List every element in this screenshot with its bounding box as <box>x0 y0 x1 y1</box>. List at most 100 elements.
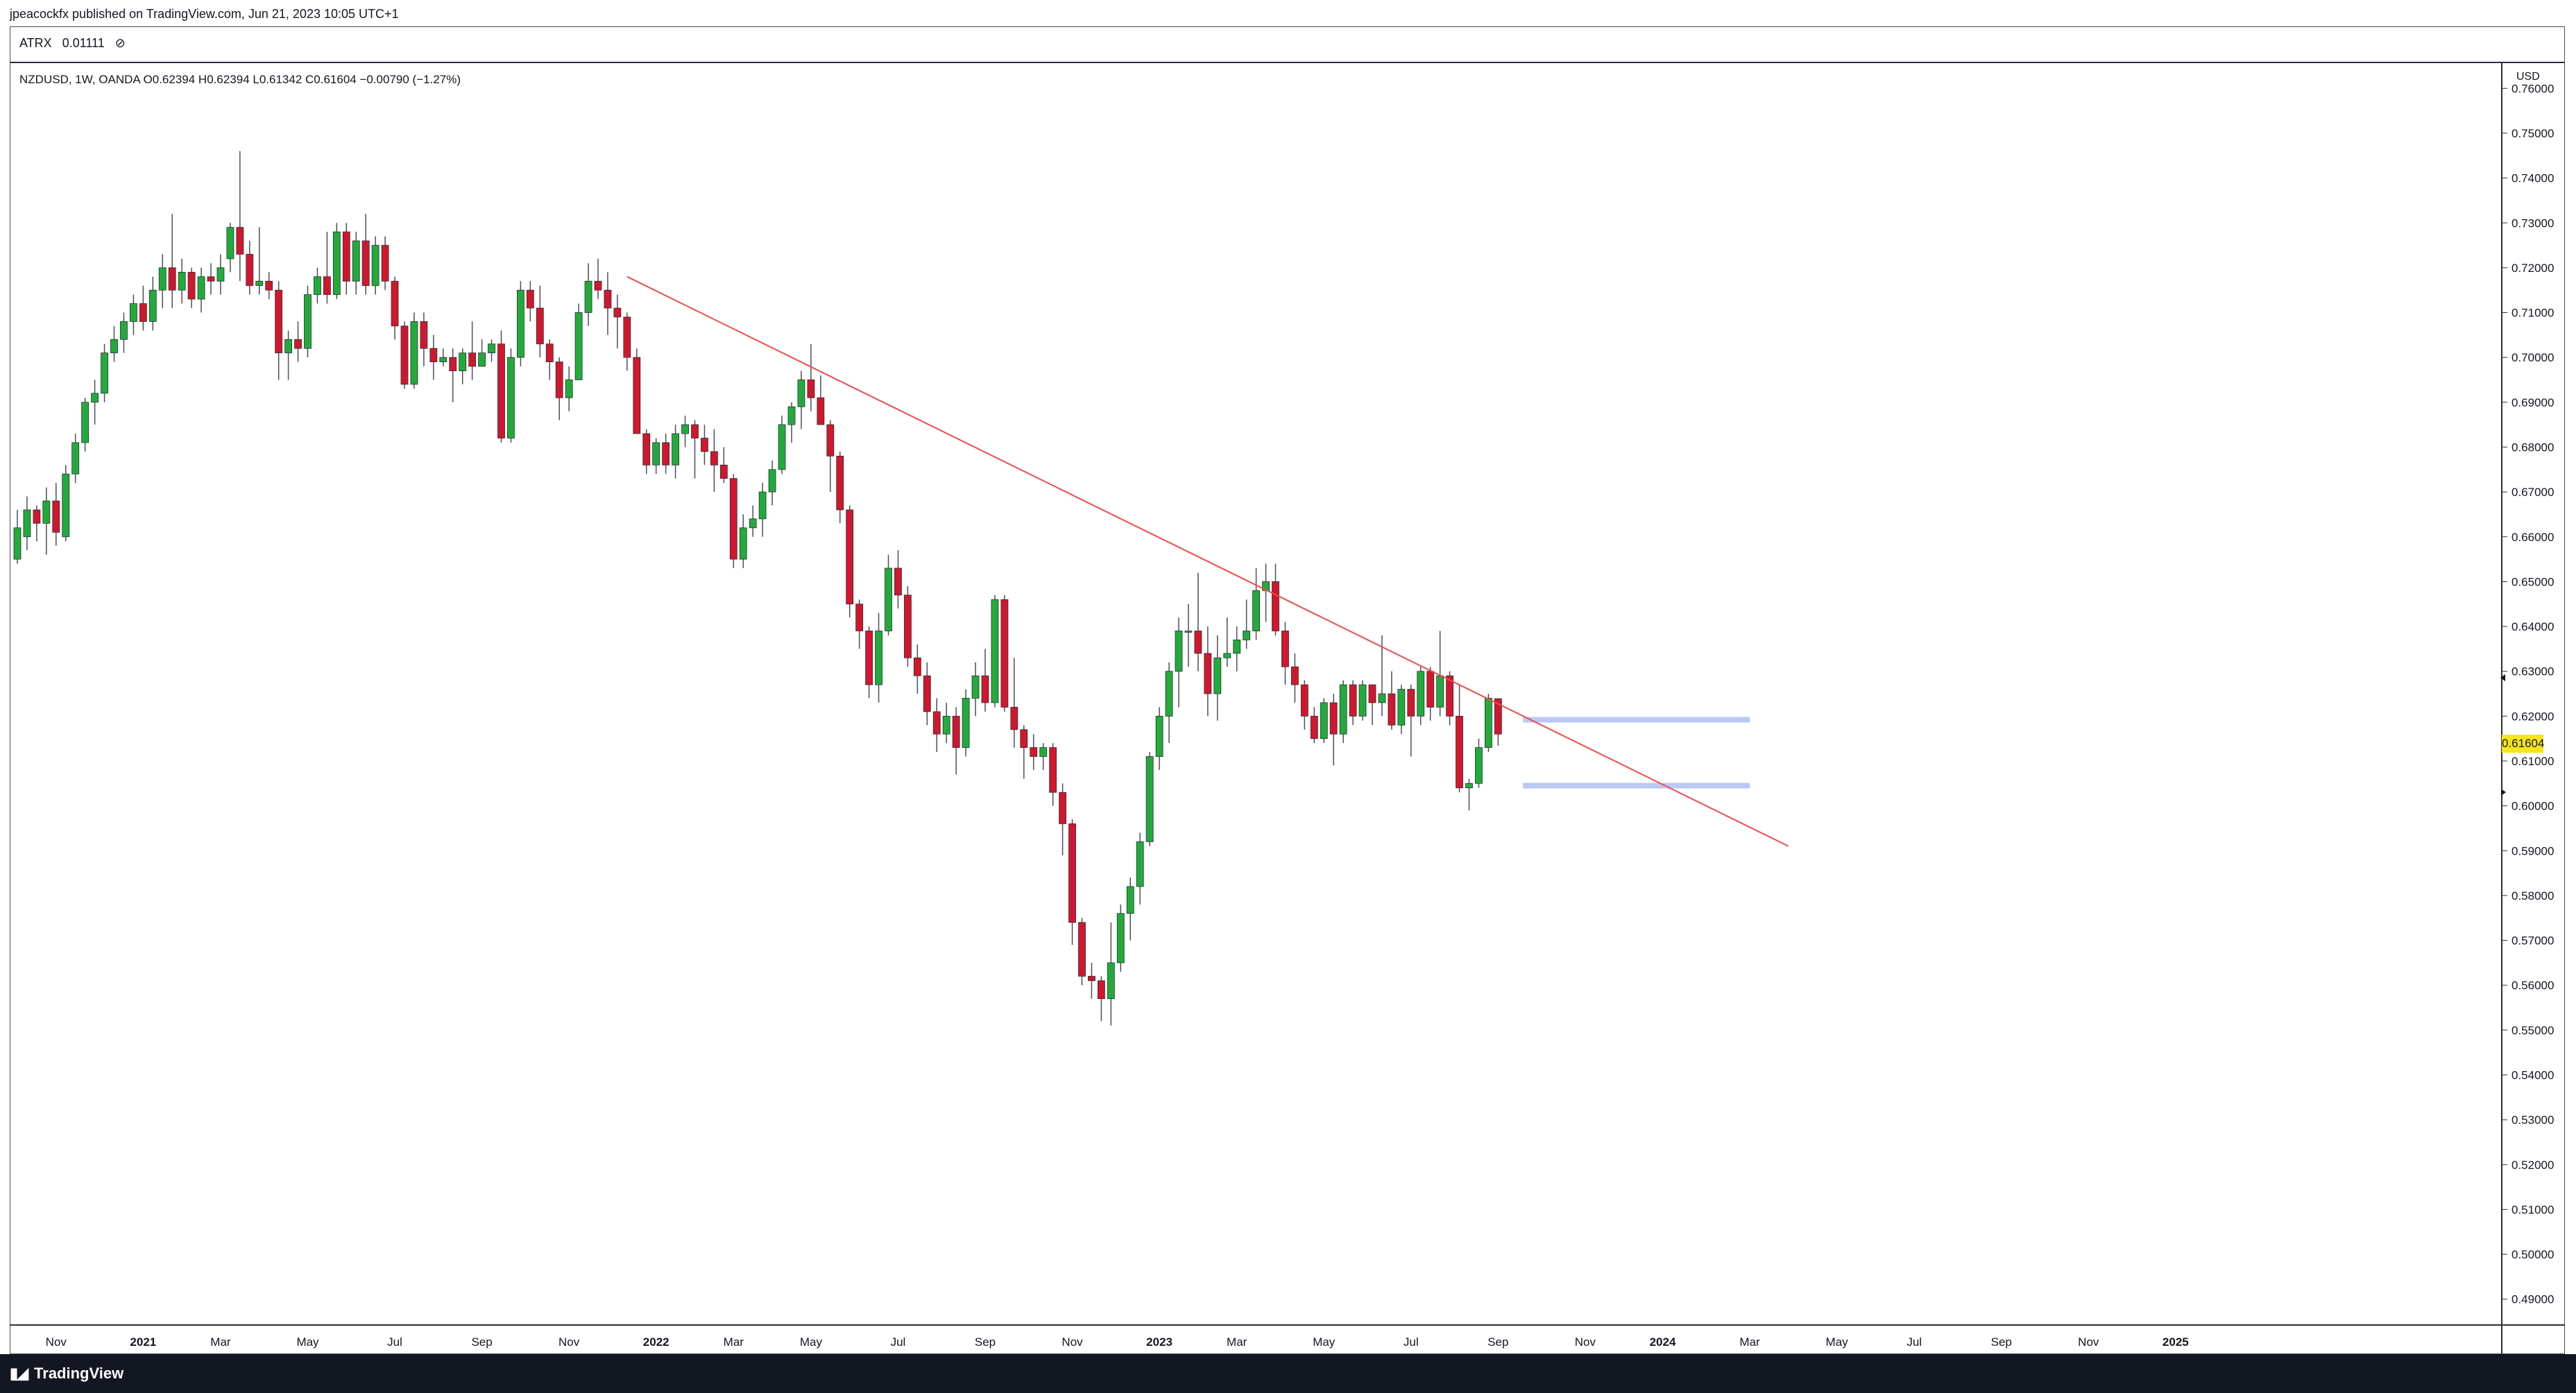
candle[interactable] <box>410 312 418 389</box>
candle[interactable] <box>42 487 51 555</box>
candle[interactable] <box>971 662 980 717</box>
candle[interactable] <box>371 236 379 295</box>
candle[interactable] <box>817 375 825 425</box>
candle[interactable] <box>1223 617 1231 667</box>
candle[interactable] <box>352 232 360 295</box>
candle[interactable] <box>129 294 137 335</box>
price-axis[interactable]: 0.76000 0.75000 0.74000 0.73000 0.72000 0.710… <box>2502 82 2554 1306</box>
candle[interactable] <box>865 626 873 699</box>
candle[interactable] <box>594 258 602 300</box>
candle[interactable] <box>739 514 747 568</box>
candle[interactable] <box>168 214 176 309</box>
candle[interactable] <box>459 348 467 384</box>
candle[interactable] <box>681 416 689 447</box>
candle[interactable] <box>1300 680 1308 730</box>
candle[interactable] <box>623 312 631 371</box>
symbol-legend[interactable]: NZDUSD, 1W, OANDA O0.62394 H0.62394 L0.6… <box>19 73 461 86</box>
candle[interactable] <box>1078 918 1086 986</box>
candle[interactable] <box>1281 622 1289 685</box>
candle[interactable] <box>439 348 447 367</box>
candle[interactable] <box>294 321 302 362</box>
candle[interactable] <box>304 285 312 358</box>
candle[interactable] <box>787 402 796 443</box>
candle[interactable] <box>1368 684 1376 726</box>
candle[interactable] <box>1291 653 1299 703</box>
candle[interactable] <box>1272 563 1279 635</box>
candle[interactable] <box>942 702 950 744</box>
candle[interactable] <box>226 223 234 273</box>
candle[interactable] <box>314 267 321 304</box>
candle[interactable] <box>1194 572 1202 672</box>
candle[interactable] <box>1349 680 1357 726</box>
candle[interactable] <box>1030 734 1038 770</box>
candle[interactable] <box>91 379 99 425</box>
candle[interactable] <box>1098 976 1105 1021</box>
candle[interactable] <box>391 276 399 340</box>
candle[interactable] <box>1068 819 1076 945</box>
candle[interactable] <box>613 294 622 349</box>
candle[interactable] <box>1126 878 1134 941</box>
candle[interactable] <box>778 416 786 475</box>
candle[interactable] <box>1417 667 1425 726</box>
candle[interactable] <box>691 420 699 479</box>
candle[interactable] <box>1388 671 1396 730</box>
candle[interactable] <box>23 496 31 551</box>
candle[interactable] <box>1475 738 1483 788</box>
candle[interactable] <box>1175 617 1183 708</box>
candle[interactable] <box>565 366 573 411</box>
candle[interactable] <box>1484 694 1492 753</box>
candle[interactable] <box>1155 707 1163 770</box>
candle[interactable] <box>478 339 486 367</box>
candle[interactable] <box>855 599 864 649</box>
candle[interactable] <box>1243 599 1251 649</box>
candle[interactable] <box>710 429 718 493</box>
candle[interactable] <box>1320 698 1328 744</box>
candle[interactable] <box>1039 743 1048 770</box>
candle[interactable] <box>1088 962 1095 999</box>
candle[interactable] <box>381 236 389 291</box>
candle[interactable] <box>584 263 592 326</box>
candle[interactable] <box>497 330 505 443</box>
candle[interactable] <box>991 595 999 708</box>
candle[interactable] <box>1310 707 1318 744</box>
candle[interactable] <box>1020 725 1028 779</box>
candle[interactable] <box>1107 922 1115 1026</box>
candle[interactable] <box>1233 626 1241 672</box>
indicator-legend[interactable]: ATRX 0.01111 ⊘ <box>19 36 126 51</box>
candle[interactable] <box>894 550 902 609</box>
candle[interactable] <box>652 438 660 475</box>
candle[interactable] <box>875 613 882 703</box>
candle[interactable] <box>604 272 612 335</box>
candle[interactable] <box>913 644 921 694</box>
candle[interactable] <box>120 312 128 353</box>
candle[interactable] <box>672 425 679 479</box>
support-resistance-zone[interactable] <box>1523 783 1750 789</box>
candle[interactable] <box>468 321 477 380</box>
candle[interactable] <box>545 339 554 380</box>
candle[interactable] <box>71 434 80 484</box>
candle[interactable] <box>52 483 60 546</box>
trendline-group[interactable] <box>626 275 1789 847</box>
candle[interactable] <box>981 649 989 712</box>
candle[interactable] <box>187 267 196 309</box>
candle[interactable] <box>1059 783 1066 855</box>
candle[interactable] <box>904 586 912 667</box>
candle[interactable] <box>265 272 273 300</box>
trendline[interactable] <box>626 275 1789 847</box>
candle[interactable] <box>158 254 167 309</box>
candle[interactable] <box>342 223 350 295</box>
candle[interactable] <box>178 258 186 304</box>
candle[interactable] <box>719 447 728 484</box>
candle[interactable] <box>255 227 264 295</box>
candle[interactable] <box>1358 680 1367 721</box>
candle[interactable] <box>1204 626 1212 717</box>
candle[interactable] <box>275 281 283 380</box>
candle[interactable] <box>633 348 641 434</box>
candle[interactable] <box>148 276 157 331</box>
candle[interactable] <box>1049 743 1057 806</box>
candle[interactable] <box>429 334 438 380</box>
candle[interactable] <box>536 285 544 358</box>
candle[interactable] <box>1465 778 1473 811</box>
candle[interactable] <box>1378 635 1386 717</box>
candle[interactable] <box>836 451 844 524</box>
